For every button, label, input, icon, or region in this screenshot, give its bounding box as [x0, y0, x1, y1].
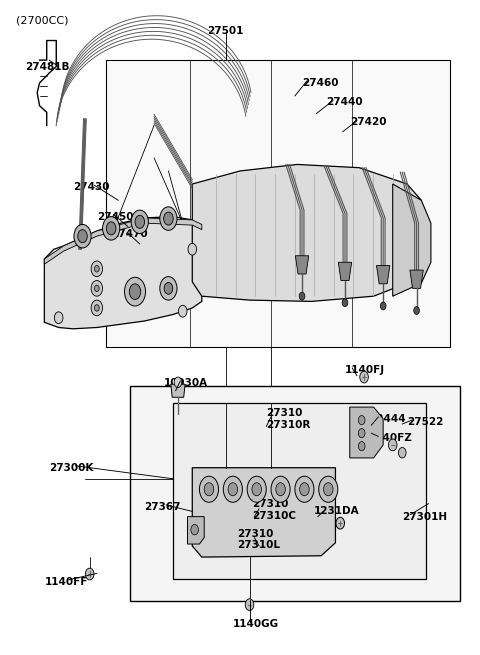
Circle shape	[252, 483, 262, 496]
Text: 27430: 27430	[73, 182, 109, 193]
Text: 27501: 27501	[207, 26, 244, 36]
Polygon shape	[188, 517, 204, 544]
Text: 1140FF: 1140FF	[44, 577, 88, 587]
Polygon shape	[295, 255, 309, 274]
Bar	[173, 403, 426, 578]
Circle shape	[95, 285, 99, 291]
Text: 27310
27310R: 27310 27310R	[266, 408, 311, 430]
Circle shape	[91, 300, 103, 316]
Polygon shape	[376, 265, 390, 284]
Circle shape	[414, 307, 420, 314]
Circle shape	[360, 371, 368, 383]
Circle shape	[359, 441, 365, 451]
Text: 27310
27310C: 27310 27310C	[252, 499, 296, 521]
Circle shape	[245, 599, 254, 610]
Polygon shape	[338, 262, 352, 280]
Polygon shape	[350, 407, 383, 458]
Circle shape	[85, 568, 94, 580]
Circle shape	[300, 483, 309, 496]
Circle shape	[124, 277, 145, 306]
Text: 22444: 22444	[369, 414, 406, 424]
Polygon shape	[192, 468, 336, 557]
Circle shape	[336, 517, 345, 529]
Circle shape	[135, 215, 144, 229]
Circle shape	[78, 230, 87, 243]
Circle shape	[107, 222, 116, 235]
Circle shape	[359, 415, 365, 424]
Polygon shape	[44, 217, 202, 329]
Text: 27367: 27367	[144, 502, 181, 512]
Circle shape	[342, 299, 348, 307]
Circle shape	[179, 305, 187, 317]
Text: 1140FJ: 1140FJ	[345, 365, 385, 375]
Circle shape	[103, 217, 120, 240]
Circle shape	[164, 212, 173, 225]
Text: 1231DA: 1231DA	[314, 506, 360, 516]
Text: 27301H: 27301H	[402, 512, 447, 521]
Bar	[130, 386, 459, 601]
Circle shape	[74, 225, 91, 248]
Circle shape	[324, 483, 333, 496]
Circle shape	[91, 280, 103, 296]
Circle shape	[204, 483, 214, 496]
Circle shape	[247, 476, 266, 502]
Polygon shape	[171, 384, 185, 398]
Circle shape	[160, 276, 177, 300]
Circle shape	[191, 525, 199, 535]
Circle shape	[95, 265, 99, 272]
Circle shape	[359, 428, 365, 438]
Text: 27310
27310L: 27310 27310L	[238, 529, 281, 550]
Circle shape	[388, 439, 397, 451]
Circle shape	[188, 244, 197, 255]
Circle shape	[398, 447, 406, 458]
Polygon shape	[393, 184, 431, 296]
Circle shape	[164, 282, 173, 294]
Circle shape	[91, 261, 103, 276]
Polygon shape	[192, 164, 421, 301]
Circle shape	[131, 210, 148, 234]
Circle shape	[228, 483, 238, 496]
Circle shape	[319, 476, 338, 502]
Text: 27300K: 27300K	[49, 462, 94, 473]
Circle shape	[174, 377, 182, 388]
Circle shape	[54, 312, 63, 324]
Circle shape	[95, 305, 99, 311]
Bar	[107, 60, 450, 347]
Circle shape	[271, 476, 290, 502]
Text: 1140FZ: 1140FZ	[369, 434, 413, 443]
Text: 10930A: 10930A	[164, 378, 208, 388]
Text: 27481B: 27481B	[25, 62, 70, 71]
Text: 1140GG: 1140GG	[233, 619, 279, 629]
Circle shape	[199, 476, 218, 502]
Text: 27450: 27450	[97, 212, 133, 221]
Circle shape	[129, 284, 141, 299]
Circle shape	[160, 207, 177, 231]
Circle shape	[380, 302, 386, 310]
Text: 27440: 27440	[326, 98, 362, 107]
Text: 27420: 27420	[350, 117, 386, 127]
Circle shape	[299, 292, 305, 300]
Text: 27460: 27460	[302, 78, 338, 88]
Text: (2700CC): (2700CC)	[16, 16, 68, 26]
Circle shape	[276, 483, 285, 496]
Polygon shape	[410, 270, 423, 288]
Text: 27522: 27522	[407, 417, 444, 427]
Circle shape	[295, 476, 314, 502]
Text: 27470: 27470	[111, 229, 148, 239]
Circle shape	[223, 476, 242, 502]
Polygon shape	[44, 218, 202, 264]
